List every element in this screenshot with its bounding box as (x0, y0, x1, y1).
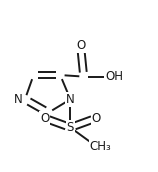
Text: O: O (40, 112, 49, 125)
Text: O: O (76, 39, 85, 52)
Text: N: N (66, 93, 75, 106)
Text: S: S (67, 121, 74, 134)
Text: O: O (92, 112, 101, 125)
Text: N: N (14, 93, 23, 106)
Text: CH₃: CH₃ (90, 140, 112, 153)
Text: OH: OH (106, 70, 124, 83)
